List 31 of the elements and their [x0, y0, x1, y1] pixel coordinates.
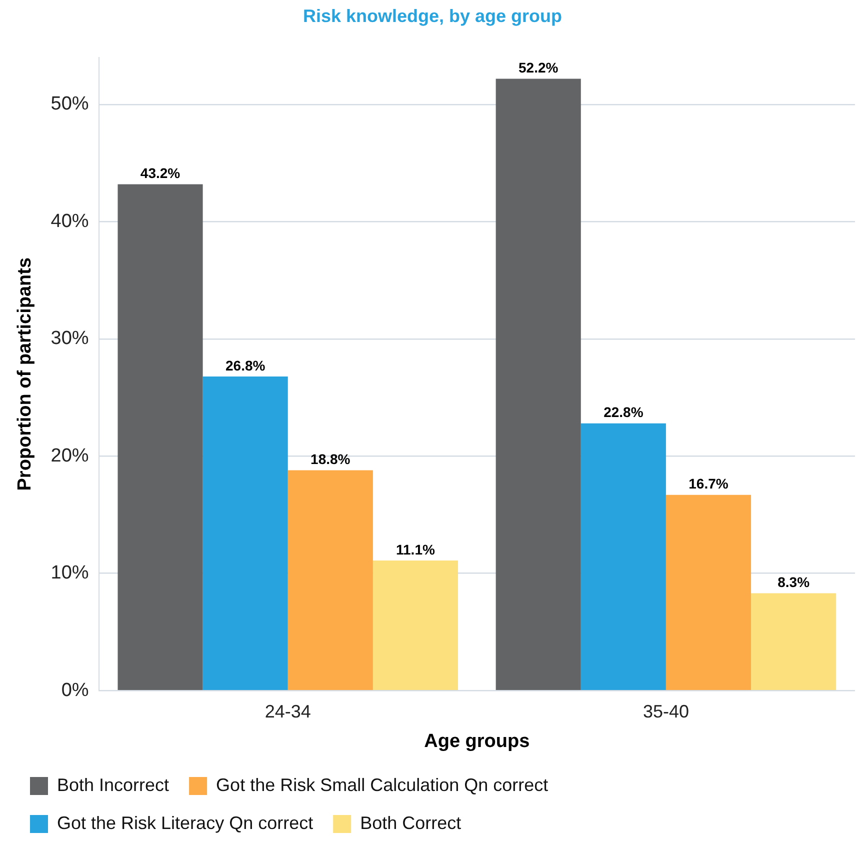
- bar: [580, 423, 666, 690]
- x-axis-title: Age groups: [424, 730, 530, 752]
- data-label: 52.2%: [518, 60, 559, 76]
- data-label: 11.1%: [396, 541, 436, 558]
- y-tick-label: 40%: [50, 210, 89, 232]
- bar: [372, 560, 458, 690]
- data-label: 18.8%: [310, 451, 351, 468]
- chart-title: Risk knowledge, by age group: [302, 6, 562, 26]
- y-tick-label: 30%: [50, 328, 89, 350]
- x-tick-label: 35-40: [642, 701, 689, 722]
- y-axis-title: Proportion of participants: [14, 257, 36, 491]
- y-tick-label: 0%: [61, 680, 89, 701]
- bar: [751, 593, 836, 690]
- y-tick-label: 10%: [50, 562, 89, 584]
- data-label: 22.8%: [604, 404, 644, 420]
- legend-label: Got the Risk Small Calculation Qn correct: [216, 774, 548, 795]
- data-label: 26.8%: [225, 357, 266, 374]
- legend-label: Both Correct: [360, 812, 462, 833]
- legend-label: Got the Risk Literacy Qn correct: [57, 812, 314, 833]
- bar: [288, 470, 373, 690]
- data-label: 16.7%: [688, 476, 729, 492]
- bar: [496, 78, 581, 690]
- data-label: 43.2%: [140, 165, 181, 182]
- y-tick-label: 50%: [50, 94, 89, 115]
- y-tick-label: 20%: [50, 445, 89, 466]
- x-tick-label: 24-34: [264, 701, 311, 722]
- data-label: 8.3%: [778, 574, 810, 590]
- bar: [202, 376, 288, 690]
- legend-label: Both Incorrect: [57, 774, 170, 795]
- bar: [666, 494, 752, 690]
- bar: [118, 184, 203, 690]
